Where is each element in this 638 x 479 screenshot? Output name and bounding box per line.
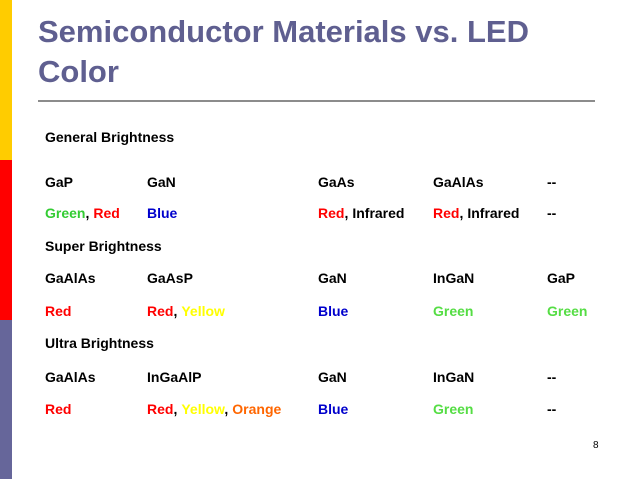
cell-text: GaAlAs: [45, 270, 96, 286]
cell-text: Blue: [318, 303, 349, 319]
table-cell: Blue: [147, 205, 177, 221]
cell-text: --: [547, 369, 557, 385]
table-cell: GaAlAs: [45, 270, 96, 286]
table-cell: --: [547, 174, 556, 190]
slide-title: Semiconductor Materials vs. LED Color: [38, 14, 529, 89]
cell-text: Infrared: [467, 205, 520, 221]
table-cell: Red, Infrared: [318, 205, 404, 221]
cell-text: GaAlAs: [433, 174, 484, 190]
cell-text: Yellow: [181, 303, 225, 319]
cell-text: Green: [433, 401, 474, 417]
table-cell: GaP: [547, 270, 575, 286]
table-cell: GaAlAs: [45, 369, 96, 385]
cell-text: GaP: [547, 270, 576, 286]
table-cell: Green: [433, 303, 473, 319]
section-heading: Ultra Brightness: [45, 335, 154, 351]
table-cell: --: [547, 205, 556, 221]
table-cell: GaAsP: [147, 270, 193, 286]
cell-text: GaN: [318, 369, 347, 385]
cell-text: Red: [45, 303, 72, 319]
table-cell: --: [547, 369, 556, 385]
table-cell: GaAs: [318, 174, 355, 190]
cell-text: Red: [433, 205, 460, 221]
cell-text: InGaN: [433, 270, 475, 286]
cell-text: Red: [93, 205, 120, 221]
cell-text: ,: [173, 303, 178, 319]
table-cell: Red: [45, 401, 71, 417]
table-cell: Blue: [318, 401, 348, 417]
cell-text: Red: [318, 205, 345, 221]
table-cell: GaP: [45, 174, 73, 190]
stripe-purple: [0, 320, 12, 479]
table-cell: Red, Infrared: [433, 205, 519, 221]
stripe-red: [0, 160, 12, 320]
cell-text: Orange: [232, 401, 282, 417]
table-cell: Green: [547, 303, 587, 319]
cell-text: --: [547, 205, 557, 221]
cell-text: GaN: [147, 174, 176, 190]
cell-text: Red: [147, 401, 174, 417]
table-cell: Red, Yellow: [147, 303, 225, 319]
table-cell: InGaN: [433, 369, 474, 385]
page-number: 8: [593, 440, 599, 451]
cell-text: InGaAlP: [147, 369, 202, 385]
section-heading: General Brightness: [45, 129, 175, 145]
cell-text: GaAsP: [147, 270, 193, 286]
title-rule: [38, 100, 595, 102]
cell-text: Infrared: [352, 205, 405, 221]
cell-text: Blue: [318, 401, 349, 417]
table-cell: GaN: [147, 174, 176, 190]
table-cell: Blue: [318, 303, 348, 319]
table-cell: InGaAlP: [147, 369, 201, 385]
cell-text: Red: [45, 401, 72, 417]
table-cell: Green: [433, 401, 473, 417]
cell-text: GaP: [45, 174, 74, 190]
cell-text: --: [547, 401, 557, 417]
cell-text: ,: [459, 205, 464, 221]
table-cell: Red: [45, 303, 71, 319]
cell-text: --: [547, 174, 557, 190]
cell-text: Green: [433, 303, 474, 319]
cell-text: ,: [224, 401, 229, 417]
cell-text: Green: [547, 303, 588, 319]
table-cell: GaAlAs: [433, 174, 484, 190]
table-cell: --: [547, 401, 556, 417]
cell-text: Blue: [147, 205, 178, 221]
cell-text: GaN: [318, 270, 347, 286]
cell-text: Green: [45, 205, 86, 221]
table-cell: GaN: [318, 369, 347, 385]
cell-text: ,: [85, 205, 90, 221]
stripe-yellow: [0, 0, 12, 160]
cell-text: GaAs: [318, 174, 355, 190]
cell-text: Red: [147, 303, 174, 319]
table-cell: Green, Red: [45, 205, 120, 221]
cell-text: InGaN: [433, 369, 475, 385]
cell-text: Yellow: [181, 401, 225, 417]
table-cell: InGaN: [433, 270, 474, 286]
section-heading: Super Brightness: [45, 238, 162, 254]
cell-text: GaAlAs: [45, 369, 96, 385]
cell-text: ,: [344, 205, 349, 221]
cell-text: ,: [173, 401, 178, 417]
table-cell: Red, Yellow, Orange: [147, 401, 281, 417]
table-cell: GaN: [318, 270, 347, 286]
